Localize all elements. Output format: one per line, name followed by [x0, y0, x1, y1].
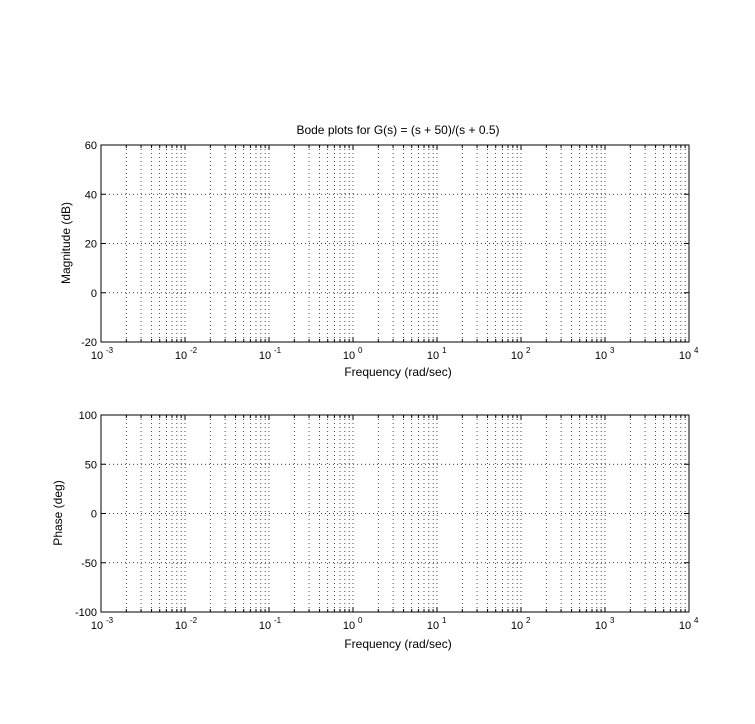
x-tick-exponent: 2	[526, 346, 531, 355]
x-tick-label: 10	[427, 350, 439, 362]
y-tick-label: 0	[91, 509, 97, 521]
magnitude-x-axis-label: Frequency (rad/sec)	[344, 365, 451, 379]
x-tick-exponent: -1	[274, 616, 282, 625]
x-tick-label: 10	[259, 620, 271, 632]
x-tick-exponent: -3	[106, 616, 114, 625]
x-tick-exponent: -3	[106, 346, 114, 355]
x-tick-label: 10	[595, 350, 607, 362]
x-tick-label: 10	[427, 620, 439, 632]
y-tick-label: -100	[75, 607, 97, 619]
magnitude-axes-frame	[100, 144, 690, 343]
x-tick-label: 10	[259, 350, 271, 362]
x-tick-label: 10	[511, 620, 523, 632]
magnitude-y-axis-label: Magnitude (dB)	[59, 202, 73, 284]
magnitude-grid	[101, 145, 689, 342]
x-tick-exponent: -1	[274, 346, 282, 355]
x-tick-label: 10	[679, 350, 691, 362]
y-tick-label: 100	[79, 410, 97, 422]
phase-y-axis-label: Phase (deg)	[51, 480, 65, 545]
x-tick-exponent: -2	[190, 346, 198, 355]
phase-plot: 10 -3 10 -2 10 -1 10 0 10 1 10 2 10 3 10 4 -100-5005010…	[51, 410, 699, 651]
y-tick-label: 50	[85, 459, 97, 471]
x-tick-label: 10	[679, 620, 691, 632]
x-tick-exponent: 3	[610, 616, 615, 625]
phase-x-axis-label: Frequency (rad/sec)	[344, 637, 451, 651]
y-tick-label: -50	[81, 558, 97, 570]
phase-y-tick-labels: -100 -50 0 50 100	[75, 410, 97, 619]
x-tick-exponent: 1	[442, 346, 447, 355]
chart-title: Bode plots for G(s) = (s + 50)/(s + 0.5)	[296, 123, 499, 137]
x-tick-label: 10	[91, 350, 103, 362]
x-tick-exponent: 0	[358, 346, 363, 355]
x-tick-exponent: 0	[358, 616, 363, 625]
x-tick-label: 10	[511, 350, 523, 362]
x-tick-label: 10	[343, 620, 355, 632]
y-tick-label: 60	[85, 140, 97, 152]
x-tick-label: 10	[343, 350, 355, 362]
magnitude-x-tick-labels: 10 -3 10 -2 10 -1 10 0 10 1 10 2 10 3 10 4	[91, 346, 699, 362]
y-tick-label: 0	[91, 288, 97, 300]
x-tick-exponent: 1	[442, 616, 447, 625]
x-tick-label: 10	[175, 350, 187, 362]
phase-x-tick-labels: 10 -3 10 -2 10 -1 10 0 10 1 10 2 10 3 10 4	[91, 616, 699, 632]
magnitude-y-tick-labels: -20 0 20 40 60	[81, 140, 97, 349]
x-tick-exponent: 3	[610, 346, 615, 355]
x-tick-exponent: 4	[694, 346, 699, 355]
x-tick-exponent: -2	[190, 616, 198, 625]
phase-grid	[101, 415, 689, 612]
x-tick-label: 10	[175, 620, 187, 632]
x-tick-exponent: 2	[526, 616, 531, 625]
phase-axes-frame	[100, 414, 690, 613]
x-tick-exponent: 4	[694, 616, 699, 625]
y-tick-label: 20	[85, 239, 97, 251]
magnitude-plot: Bode plots for G(s) = (s + 50)/(s + 0.5)…	[59, 123, 699, 379]
y-tick-label: 40	[85, 189, 97, 201]
y-tick-label: -20	[81, 337, 97, 349]
x-tick-label: 10	[595, 620, 607, 632]
x-tick-label: 10	[91, 620, 103, 632]
